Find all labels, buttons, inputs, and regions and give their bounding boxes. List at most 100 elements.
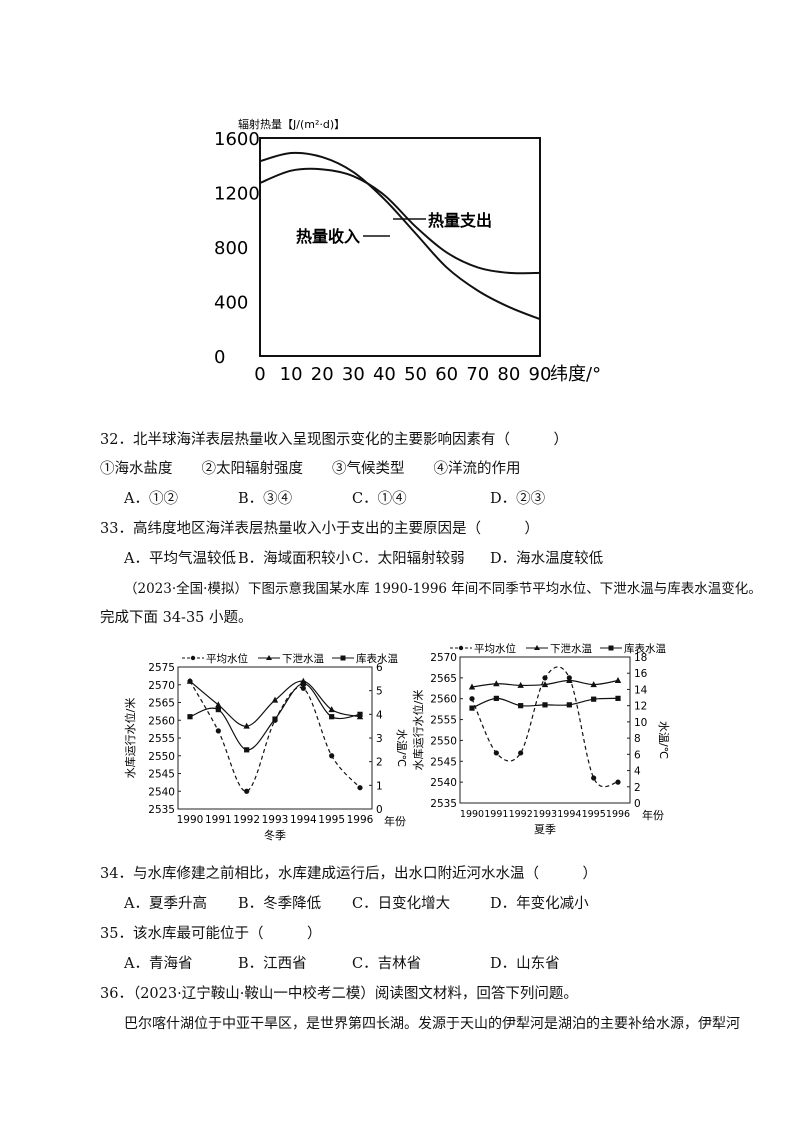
y-axis-label: 辐射热量【J/(m²·d)】 <box>238 117 345 131</box>
point-outflow <box>614 677 622 684</box>
right-tick-label: 10 <box>634 717 647 729</box>
legend-label: 平均水位 <box>474 642 516 655</box>
point-outflow <box>493 680 500 687</box>
x-tick-label: 50 <box>404 364 427 385</box>
left-tick-label: 2570 <box>148 680 175 692</box>
right-tick-label: 12 <box>634 701 647 713</box>
left-tick-label: 2560 <box>148 715 175 727</box>
right-tick-label: 18 <box>634 652 647 664</box>
x-axis-label: 年份 <box>384 814 406 828</box>
chart-caption: 夏季 <box>534 823 556 836</box>
point-surface <box>187 714 193 720</box>
q33-option-a: A．平均气温较低 <box>124 551 236 567</box>
radiation-chart: 辐射热量【J/(m²·d)】 0 400 800 1200 1600 0 10 20 30 40… <box>214 117 601 385</box>
x-tick-label: 1991 <box>205 814 232 826</box>
right-tick-label: 2 <box>634 782 641 794</box>
point-surface <box>566 702 572 708</box>
point-surface <box>357 711 363 717</box>
left-tick-label: 2550 <box>430 735 457 747</box>
left-tick-label: 2575 <box>148 662 175 674</box>
point-surface <box>272 716 278 722</box>
x-tick-label: 1991 <box>484 809 508 820</box>
x-tick-label: 60 <box>435 364 458 385</box>
x-tick-label: 1994 <box>290 814 317 826</box>
question-32: 32．北半球海洋表层热量收入呈现图示变化的主要影响因素有（ ） <box>100 432 568 448</box>
q33-option-c: C．太阳辐射较弱 <box>352 551 465 567</box>
x-tick-label: 40 <box>373 364 396 385</box>
point-surface <box>542 702 548 708</box>
x-tick-label: 1996 <box>606 809 630 820</box>
point-outflow <box>328 706 335 713</box>
right-tick-label: 0 <box>634 798 641 810</box>
point-outflow <box>590 681 597 688</box>
right-tick-label: 3 <box>376 733 383 745</box>
point-outflow <box>186 677 194 684</box>
q34-option-b: B．冬季降低 <box>238 896 322 912</box>
point-outflow <box>517 681 524 688</box>
q32-option-b: B．③④ <box>238 491 293 507</box>
right-tick-label: 2 <box>376 757 383 769</box>
x-axis-label: 纬度/° <box>550 364 601 385</box>
legend-marker-surface <box>608 645 614 651</box>
point-surface <box>518 703 524 709</box>
point-level <box>493 750 499 756</box>
x-tick-label: 1992 <box>233 814 260 826</box>
q33-option-d: D．海水温度较低 <box>490 551 604 567</box>
left-tick-label: 2570 <box>430 652 457 664</box>
x-tick-label: 1995 <box>318 814 345 826</box>
left-tick-label: 2545 <box>430 756 457 768</box>
left-tick-label: 2555 <box>148 733 175 745</box>
right-tick-label: 6 <box>634 749 641 761</box>
left-axis-title: 水库运行水位/米 <box>123 698 137 779</box>
point-outflow <box>215 701 222 708</box>
point-outflow <box>271 696 279 703</box>
point-surface <box>244 747 250 753</box>
legend-marker-level <box>458 645 464 651</box>
question-34: 34．与水库修建之前相比，水库建成运行后，出水口附近河水水温（ ） <box>100 866 597 882</box>
point-level <box>469 696 475 702</box>
left-tick-label: 2560 <box>430 694 457 706</box>
x-tick-label: 1990 <box>177 814 204 826</box>
legend-marker-outflow <box>534 645 540 650</box>
q34-option-a: A．夏季升高 <box>124 896 207 912</box>
q35-option-b: B．江西省 <box>238 956 307 972</box>
series-lines <box>259 151 541 321</box>
point-surface <box>493 695 499 701</box>
y-tick-label: 1200 <box>214 184 260 205</box>
left-tick-label: 2550 <box>148 751 175 763</box>
x-axis-label: 年份 <box>642 808 664 822</box>
right-tick-label: 4 <box>376 709 383 721</box>
y-tick-label: 1600 <box>214 129 260 150</box>
right-tick-label: 16 <box>634 668 648 680</box>
point-level <box>244 788 250 794</box>
point-surface <box>469 705 475 711</box>
y-tick-labels: 0 400 800 1200 1600 <box>214 129 260 368</box>
point-level <box>615 779 621 785</box>
right-tick-label: 14 <box>634 684 648 696</box>
x-tick-label: 80 <box>497 364 520 385</box>
plot-frame <box>177 666 373 810</box>
point-level <box>542 675 548 681</box>
legend-marker-level <box>190 655 196 661</box>
right-axis-title: 水温/℃ <box>657 721 670 759</box>
summer-chart: 2535 2540 2545 2550 2555 2560 2565 2570 0 2 4 6 8 10 1… <box>412 642 670 836</box>
left-tick-label: 2565 <box>148 698 175 710</box>
left-tick-label: 2540 <box>430 777 457 789</box>
right-tick-label: 8 <box>634 733 641 745</box>
point-level <box>518 750 524 756</box>
intro-line-1: （2023·全国·模拟）下图示意我国某水库 1990-1996 年间不同季节平均… <box>124 581 762 597</box>
q35-option-d: D．山东省 <box>490 956 560 972</box>
intro-line-2: 完成下面 34-35 小题。 <box>100 610 253 626</box>
q32-option-a: A．①② <box>124 491 178 507</box>
q35-option-c: C．吉林省 <box>352 956 422 972</box>
x-tick-label: 90 <box>529 364 552 385</box>
right-tick-label: 6 <box>376 662 383 674</box>
right-tick-label: 0 <box>376 804 383 816</box>
summer-chart-body: 2535 2540 2545 2550 2555 2560 2565 2570 0 2 4 6 8 10 1… <box>412 642 670 836</box>
plot-frame <box>459 656 631 804</box>
expense-line <box>259 167 541 275</box>
x-tick-label: 10 <box>280 364 303 385</box>
left-tick-label: 2555 <box>430 715 457 727</box>
legend-label: 库表水温 <box>624 642 666 655</box>
